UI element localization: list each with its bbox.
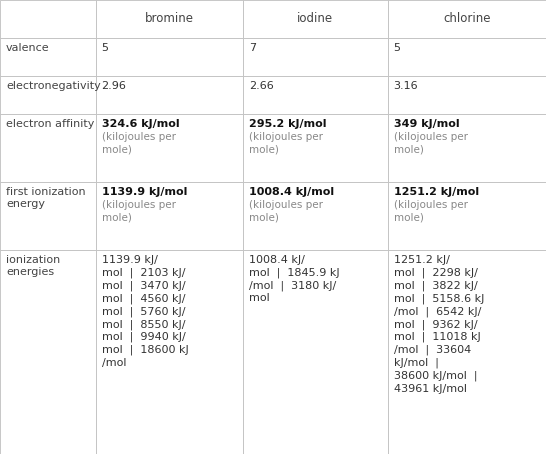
- Bar: [388, 182, 546, 250]
- Text: 295.2 kJ/mol: 295.2 kJ/mol: [249, 119, 327, 129]
- Text: 1251.2 kJ/mol: 1251.2 kJ/mol: [394, 187, 479, 197]
- Text: bromine: bromine: [145, 13, 194, 25]
- Text: 2.66: 2.66: [249, 81, 274, 91]
- Text: ionization
energies: ionization energies: [6, 255, 60, 277]
- Bar: [0, 76, 96, 114]
- Bar: [96, 182, 243, 250]
- Bar: [96, 250, 243, 454]
- Bar: [243, 0, 388, 38]
- Bar: [388, 250, 546, 454]
- Text: 1139.9 kJ/
mol  |  2103 kJ/
mol  |  3470 kJ/
mol  |  4560 kJ/
mol  |  5760 kJ/
m: 1139.9 kJ/ mol | 2103 kJ/ mol | 3470 kJ/…: [102, 255, 188, 368]
- Text: 7: 7: [249, 43, 256, 53]
- Bar: [0, 250, 96, 454]
- Bar: [243, 182, 388, 250]
- Bar: [0, 114, 96, 182]
- Text: chlorine: chlorine: [443, 13, 490, 25]
- Text: 1008.4 kJ/mol: 1008.4 kJ/mol: [249, 187, 334, 197]
- Text: 5: 5: [102, 43, 109, 53]
- Bar: [388, 0, 546, 38]
- Bar: [96, 0, 243, 38]
- Text: 2.96: 2.96: [102, 81, 127, 91]
- Bar: [96, 38, 243, 76]
- Text: (kilojoules per
mole): (kilojoules per mole): [249, 200, 323, 222]
- Text: 324.6 kJ/mol: 324.6 kJ/mol: [102, 119, 179, 129]
- Bar: [388, 114, 546, 182]
- Text: (kilojoules per
mole): (kilojoules per mole): [102, 132, 176, 154]
- Bar: [0, 0, 96, 38]
- Text: electronegativity: electronegativity: [6, 81, 101, 91]
- Bar: [243, 76, 388, 114]
- Text: (kilojoules per
mole): (kilojoules per mole): [249, 132, 323, 154]
- Bar: [0, 38, 96, 76]
- Bar: [243, 114, 388, 182]
- Bar: [388, 76, 546, 114]
- Bar: [243, 250, 388, 454]
- Bar: [0, 182, 96, 250]
- Text: (kilojoules per
mole): (kilojoules per mole): [102, 200, 176, 222]
- Text: first ionization
energy: first ionization energy: [6, 187, 86, 209]
- Text: (kilojoules per
mole): (kilojoules per mole): [394, 200, 468, 222]
- Bar: [243, 38, 388, 76]
- Text: 1008.4 kJ/
mol  |  1845.9 kJ
/mol  |  3180 kJ/
mol: 1008.4 kJ/ mol | 1845.9 kJ /mol | 3180 k…: [249, 255, 340, 303]
- Text: (kilojoules per
mole): (kilojoules per mole): [394, 132, 468, 154]
- Text: 3.16: 3.16: [394, 81, 418, 91]
- Bar: [96, 114, 243, 182]
- Text: valence: valence: [6, 43, 50, 53]
- Bar: [388, 38, 546, 76]
- Text: 349 kJ/mol: 349 kJ/mol: [394, 119, 459, 129]
- Text: 1251.2 kJ/
mol  |  2298 kJ/
mol  |  3822 kJ/
mol  |  5158.6 kJ
/mol  |  6542 kJ/: 1251.2 kJ/ mol | 2298 kJ/ mol | 3822 kJ/…: [394, 255, 484, 394]
- Text: electron affinity: electron affinity: [6, 119, 94, 129]
- Text: 5: 5: [394, 43, 401, 53]
- Bar: [96, 76, 243, 114]
- Text: 1139.9 kJ/mol: 1139.9 kJ/mol: [102, 187, 187, 197]
- Text: iodine: iodine: [297, 13, 334, 25]
